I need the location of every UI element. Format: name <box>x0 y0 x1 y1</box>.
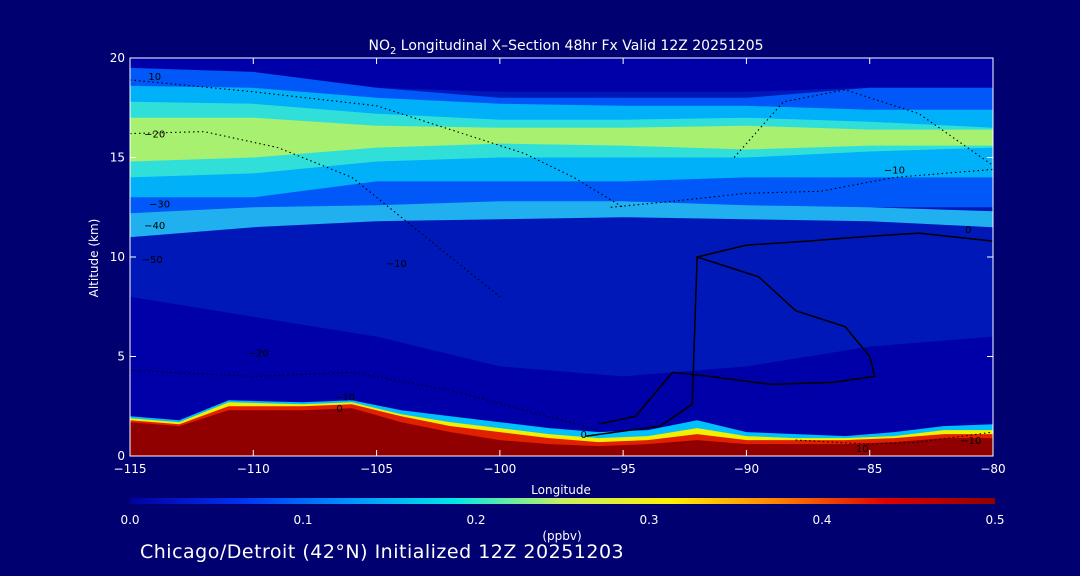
title-subscript: 2 <box>390 46 396 57</box>
x-tick-label: −100 <box>483 462 516 476</box>
surface-band-3 <box>130 408 993 456</box>
contour-lines <box>130 79 993 445</box>
colorbar-units: (ppbv) <box>542 529 581 543</box>
contour-label-4: −50 <box>142 255 163 266</box>
x-tick-label: −110 <box>237 462 270 476</box>
x-axis-ticks: −115 −110 −105 −100 −95 −90 −85 −80 <box>114 58 1006 476</box>
contour-label-0: 10 <box>148 72 161 83</box>
colorbar-tick-label: 0.3 <box>639 513 658 527</box>
contour-label-9: 0 <box>965 225 971 236</box>
x-tick-label: −90 <box>734 462 759 476</box>
field-band-4 <box>130 117 993 162</box>
colorbar-tick-label: 0.4 <box>812 513 831 527</box>
y-tick-label: 10 <box>110 250 125 264</box>
y-tick-label: 0 <box>117 449 125 463</box>
y-axis-label: Altitude (km) <box>87 219 101 298</box>
contour-label-11: −10 <box>960 436 981 447</box>
colorbar-ticks: 0.0 0.1 0.2 0.3 0.4 0.5 <box>120 513 1004 527</box>
chart-subtitle: Chicago/Detroit (42°N) Initialized 12Z 2… <box>140 541 625 563</box>
x-tick-label: −115 <box>114 462 147 476</box>
chart-title: NO2 Longitudinal X–Section 48hr Fx Valid… <box>368 38 763 57</box>
title-prefix: NO <box>368 38 390 54</box>
contour-label-3: −40 <box>144 221 165 232</box>
x-tick-label: −85 <box>857 462 882 476</box>
x-axis-label: Longitude <box>531 483 591 497</box>
contour-label-8: −10 <box>884 165 905 176</box>
contour-label-6: −10 <box>334 392 355 403</box>
contour-line-5 <box>610 168 993 208</box>
contour-label-5: −20 <box>248 349 269 360</box>
contour-label-1: −20 <box>144 130 165 141</box>
y-axis-ticks: 0 5 10 15 20 <box>110 51 993 463</box>
contour-line-4 <box>733 89 993 166</box>
x-tick-label: −80 <box>980 462 1005 476</box>
colorbar-tick-label: 0.1 <box>293 513 312 527</box>
contour-line-1 <box>598 256 876 425</box>
title-rest: Longitudinal X–Section 48hr Fx Valid 12Z… <box>396 38 763 54</box>
contour-label-2: −30 <box>149 199 170 210</box>
contour-label-7: −10 <box>386 259 407 270</box>
contour-label-13: 10 <box>856 444 869 455</box>
contour-line-7 <box>795 431 993 445</box>
x-tick-label: −95 <box>610 462 635 476</box>
colorbar <box>130 498 995 504</box>
contour-label-10: 0 <box>336 404 342 415</box>
concentration-field <box>130 67 993 456</box>
colorbar-tick-label: 0.5 <box>985 513 1004 527</box>
x-tick-label: −105 <box>360 462 393 476</box>
y-tick-label: 20 <box>110 51 125 65</box>
contour-line-3 <box>130 131 501 298</box>
colorbar-tick-label: 0.0 <box>120 513 139 527</box>
y-tick-label: 5 <box>117 350 125 364</box>
contour-line-0 <box>586 232 993 437</box>
colorbar-tick-label: 0.2 <box>466 513 485 527</box>
field-band-5 <box>130 201 993 238</box>
contour-label-12: 0 <box>581 430 587 441</box>
y-tick-label: 15 <box>110 151 125 165</box>
